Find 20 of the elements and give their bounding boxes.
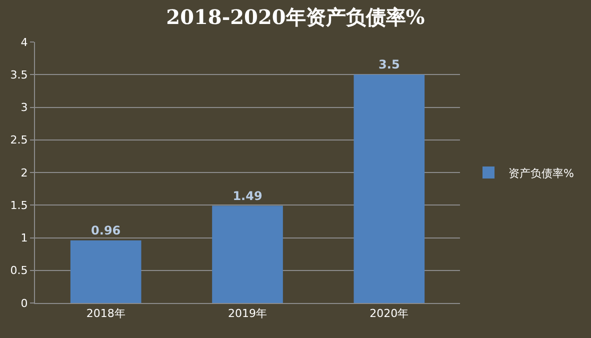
y-tick-label: 3 [20, 101, 28, 114]
y-tick-label: 0 [20, 296, 28, 310]
data-label: 0.96 [91, 223, 121, 238]
bar [70, 240, 142, 303]
chart-title: 2018-2020年资产负债率% [166, 5, 425, 30]
bar [354, 74, 425, 303]
legend-label: 资产负债率% [508, 166, 574, 180]
x-tick-label: 2020年 [370, 307, 409, 320]
x-tick-label: 2019年 [228, 307, 267, 320]
y-tick-label: 1.5 [10, 198, 28, 212]
y-tick-label: 1 [20, 232, 28, 245]
y-tick-label: 2.5 [10, 134, 28, 147]
bar [212, 206, 283, 303]
y-tick-label: 0.5 [10, 264, 28, 278]
x-tick-label: 2018年 [86, 307, 126, 320]
y-tick-label: 3.5 [10, 68, 28, 82]
y-tick-label: 2 [20, 166, 28, 180]
data-label: 3.5 [378, 58, 400, 72]
y-tick-label: 4 [20, 36, 28, 49]
data-label: 1.49 [232, 188, 262, 203]
